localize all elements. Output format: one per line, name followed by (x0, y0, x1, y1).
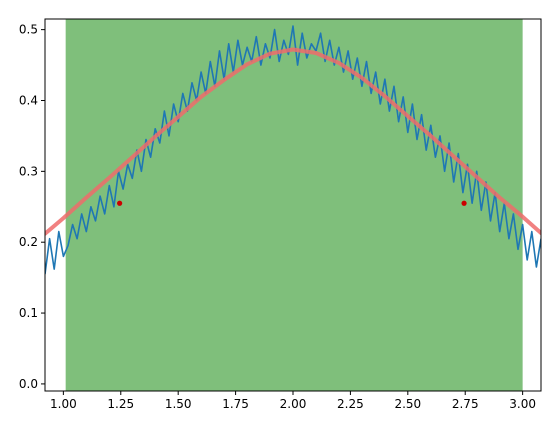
y-tick-label: 0.0 (19, 377, 38, 391)
x-tick-label: 1.25 (107, 397, 134, 411)
x-tick-label: 2.00 (280, 397, 307, 411)
x-tick-label: 2.50 (394, 397, 421, 411)
fitted-curve-line (45, 47, 541, 236)
x-tick-label: 2.75 (452, 397, 479, 411)
x-tick-label: 1.50 (165, 397, 192, 411)
x-tick-label: 3.00 (509, 397, 536, 411)
y-tick-label: 0.2 (19, 235, 38, 249)
plot-content (45, 19, 541, 391)
x-tick-label: 1.75 (222, 397, 249, 411)
marker-point (461, 200, 467, 206)
shaded-span (65, 19, 523, 391)
y-tick-label: 0.4 (19, 93, 38, 107)
x-tick-label: 1.00 (50, 397, 77, 411)
y-tick-label: 0.5 (19, 23, 38, 37)
plot-area (45, 19, 541, 391)
marker-point (117, 200, 123, 206)
noisy-signal-line (45, 25, 541, 275)
y-tick-label: 0.1 (19, 306, 38, 320)
x-tick-label: 2.25 (337, 397, 364, 411)
y-tick-label: 0.3 (19, 164, 38, 178)
axes: 1.00 1.25 1.50 1.75 2.00 2.25 2.50 2.75 3.00 0.0 0… (19, 18, 542, 411)
